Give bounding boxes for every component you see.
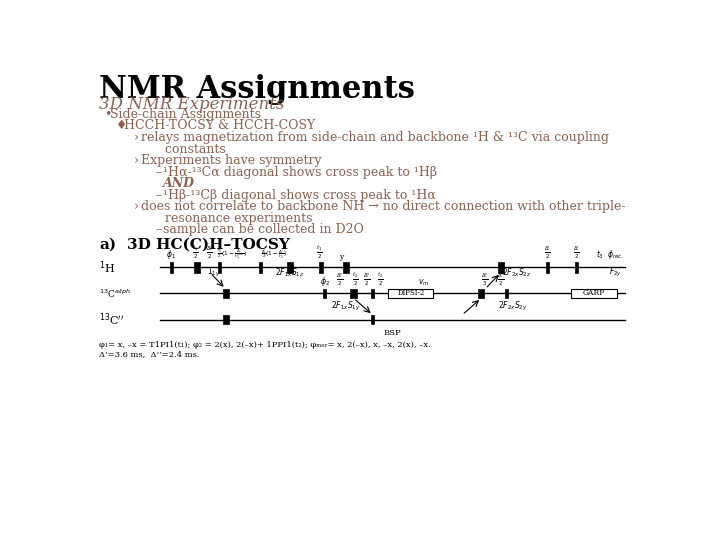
Bar bbox=[575, 262, 578, 273]
Bar bbox=[351, 289, 356, 298]
Text: BSP: BSP bbox=[384, 329, 401, 337]
Bar bbox=[372, 315, 374, 325]
Text: $\frac{\Delta^{\prime\prime}}{2}$: $\frac{\Delta^{\prime\prime}}{2}$ bbox=[497, 272, 505, 288]
Text: $2F_{2x}S_{2z}$: $2F_{2x}S_{2z}$ bbox=[502, 266, 531, 279]
Bar bbox=[323, 289, 326, 298]
Text: $\frac{t_2}{2}$: $\frac{t_2}{2}$ bbox=[352, 271, 359, 288]
Text: ›: › bbox=[133, 200, 138, 213]
Bar bbox=[343, 262, 349, 273]
Text: a): a) bbox=[99, 238, 117, 252]
Text: constants: constants bbox=[141, 143, 226, 156]
Text: ♦: ♦ bbox=[117, 119, 127, 132]
Text: $t_3$: $t_3$ bbox=[596, 248, 604, 261]
Text: $\frac{\Delta^{\prime\prime}}{2}$: $\frac{\Delta^{\prime\prime}}{2}$ bbox=[364, 272, 372, 288]
Text: $\phi_2$: $\phi_2$ bbox=[320, 275, 330, 288]
Text: φ₁= x, –x = T1PI1(t₁); φ₂ = 2(x), 2(–x)+ 1PPI1(t₂); φₘₑᵣ= x, 2(–x), x, –x, 2(x),: φ₁= x, –x = T1PI1(t₁); φ₂ = 2(x), 2(–x)+… bbox=[99, 341, 431, 349]
Text: relays magnetization from side-chain and backbone ¹H & ¹³C via coupling: relays magnetization from side-chain and… bbox=[141, 131, 609, 144]
Text: ›: › bbox=[133, 154, 138, 167]
Text: does not correlate to backbone NH → no direct connection with other triple-: does not correlate to backbone NH → no d… bbox=[141, 200, 626, 213]
Text: y: y bbox=[339, 253, 343, 261]
Text: $1_{1y}$: $1_{1y}$ bbox=[207, 266, 221, 279]
Text: $\frac{t_2}{2}$: $\frac{t_2}{2}$ bbox=[377, 271, 384, 288]
Text: GARP: GARP bbox=[582, 289, 605, 298]
Text: $\frac{\Delta^\prime}{2}$: $\frac{\Delta^\prime}{2}$ bbox=[573, 245, 580, 261]
Text: 3D HC(C)H–TOCSY: 3D HC(C)H–TOCSY bbox=[127, 238, 290, 252]
Text: $\frac{t_1}{2}(1-\frac{\Delta^\prime}{t_1^{max}})$: $\frac{t_1}{2}(1-\frac{\Delta^\prime}{t_… bbox=[217, 248, 248, 261]
Bar bbox=[546, 262, 549, 273]
Text: $2F_{2x}S_{2y}$: $2F_{2x}S_{2y}$ bbox=[498, 300, 527, 313]
Text: Experiments have symmetry: Experiments have symmetry bbox=[141, 154, 322, 167]
Text: Side-chain Assignments: Side-chain Assignments bbox=[110, 108, 261, 121]
Text: $^{13}$C$^{\prime\prime}$: $^{13}$C$^{\prime\prime}$ bbox=[99, 312, 125, 328]
Text: $v_m$: $v_m$ bbox=[418, 278, 429, 288]
Text: $^{13}$C$^{aliph.}$: $^{13}$C$^{aliph.}$ bbox=[99, 287, 133, 300]
Text: ¹Hα-¹³Cα diagonal shows cross peak to ¹Hβ: ¹Hα-¹³Cα diagonal shows cross peak to ¹H… bbox=[163, 166, 437, 179]
Bar bbox=[222, 315, 229, 325]
Text: AND: AND bbox=[163, 177, 195, 190]
Text: •: • bbox=[104, 108, 112, 121]
Bar bbox=[194, 262, 200, 273]
Text: Δ’=3.6 ms,  Δ’’=2.4 ms.: Δ’=3.6 ms, Δ’’=2.4 ms. bbox=[99, 350, 200, 359]
Text: NMR Assignments: NMR Assignments bbox=[99, 74, 415, 105]
Bar bbox=[320, 262, 323, 273]
Text: $F_{2y}$: $F_{2y}$ bbox=[609, 266, 622, 279]
Bar bbox=[505, 289, 508, 298]
Text: $\frac{\Delta^{\prime\prime}}{2}$: $\frac{\Delta^{\prime\prime}}{2}$ bbox=[336, 272, 343, 288]
Text: $\frac{t_1}{2}$: $\frac{t_1}{2}$ bbox=[192, 244, 199, 261]
Bar bbox=[170, 262, 173, 273]
Text: $\frac{\Delta^\prime}{2}$: $\frac{\Delta^\prime}{2}$ bbox=[206, 245, 213, 261]
Text: sample can be collected in D2O: sample can be collected in D2O bbox=[163, 224, 364, 237]
Bar bbox=[287, 262, 293, 273]
Text: ›: › bbox=[133, 131, 138, 144]
Bar bbox=[222, 289, 229, 298]
Bar bbox=[259, 262, 262, 273]
Text: $2F_{1x}S_{1z}$: $2F_{1x}S_{1z}$ bbox=[275, 266, 305, 279]
Text: –: – bbox=[156, 189, 162, 202]
Text: –: – bbox=[156, 224, 162, 237]
Text: ¹Hβ-¹³Cβ diagonal shows cross peak to ¹Hα: ¹Hβ-¹³Cβ diagonal shows cross peak to ¹H… bbox=[163, 189, 436, 202]
Bar bbox=[218, 262, 221, 273]
Text: $\frac{t_1}{2}$: $\frac{t_1}{2}$ bbox=[316, 244, 323, 261]
Text: HCCH-TOCSY & HCCH-COSY: HCCH-TOCSY & HCCH-COSY bbox=[124, 119, 315, 132]
Text: DIPSI-2: DIPSI-2 bbox=[397, 289, 425, 298]
Bar bbox=[570, 289, 617, 298]
Text: $^{1}$H: $^{1}$H bbox=[99, 259, 116, 275]
Text: $2F_{1x}S_{1y}$: $2F_{1x}S_{1y}$ bbox=[331, 300, 361, 313]
Bar bbox=[478, 289, 485, 298]
Text: resonance experiments: resonance experiments bbox=[141, 212, 312, 225]
Text: $\phi_1$: $\phi_1$ bbox=[166, 248, 176, 261]
Bar bbox=[498, 262, 504, 273]
Bar bbox=[372, 289, 374, 298]
Text: $\frac{\Delta^\prime}{2}(1-\frac{\Delta^\prime}{t_1})$: $\frac{\Delta^\prime}{2}(1-\frac{\Delta^… bbox=[261, 249, 287, 261]
Text: –: – bbox=[156, 166, 162, 179]
Text: 3D NMR Experiments: 3D NMR Experiments bbox=[99, 96, 284, 113]
Text: $\frac{\Delta^\prime}{2}$: $\frac{\Delta^\prime}{2}$ bbox=[544, 245, 551, 261]
Text: $\phi_{rec.}$: $\phi_{rec.}$ bbox=[607, 248, 624, 261]
Text: $\frac{\Delta^{\prime\prime}}{3}$: $\frac{\Delta^{\prime\prime}}{3}$ bbox=[480, 272, 488, 288]
Bar bbox=[388, 289, 433, 298]
